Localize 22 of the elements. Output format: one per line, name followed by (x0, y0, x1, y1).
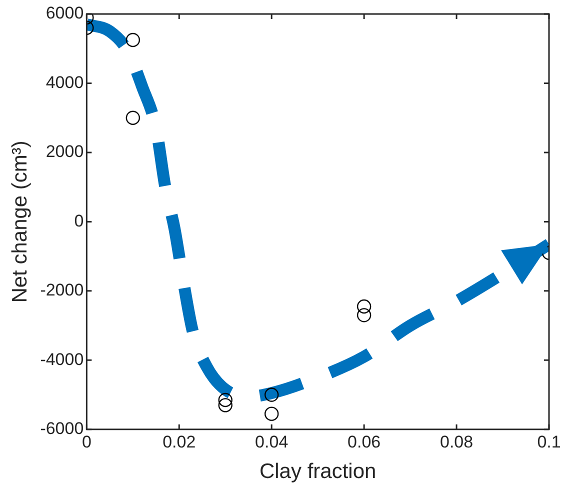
point (264, 406, 279, 421)
x-tick-label: 0.02 (162, 432, 196, 452)
y-tick-label: 0 (74, 211, 84, 230)
x-tick-label: 0.1 (537, 432, 561, 452)
point (218, 398, 232, 412)
y-tick-label: 2000 (46, 142, 84, 162)
point (264, 388, 279, 402)
y-tick-label: -4000 (40, 350, 84, 369)
point (356, 308, 372, 322)
point (126, 32, 140, 48)
point (126, 110, 140, 125)
y-tick-label: 4000 (46, 72, 84, 92)
x-tick-label: 0.04 (255, 432, 288, 452)
x-tick-label: 0.08 (440, 432, 474, 452)
y-tick-label: -6000 (40, 419, 84, 438)
x-axis-title: Clay fraction (259, 460, 376, 484)
y-tick-label: -2000 (40, 280, 84, 300)
y-tick-label: 6000 (46, 4, 84, 23)
point (218, 392, 232, 408)
x-tick-label: 0.06 (348, 432, 381, 452)
y-axis-title: Net change (cm³) (8, 140, 32, 303)
point (356, 299, 372, 314)
